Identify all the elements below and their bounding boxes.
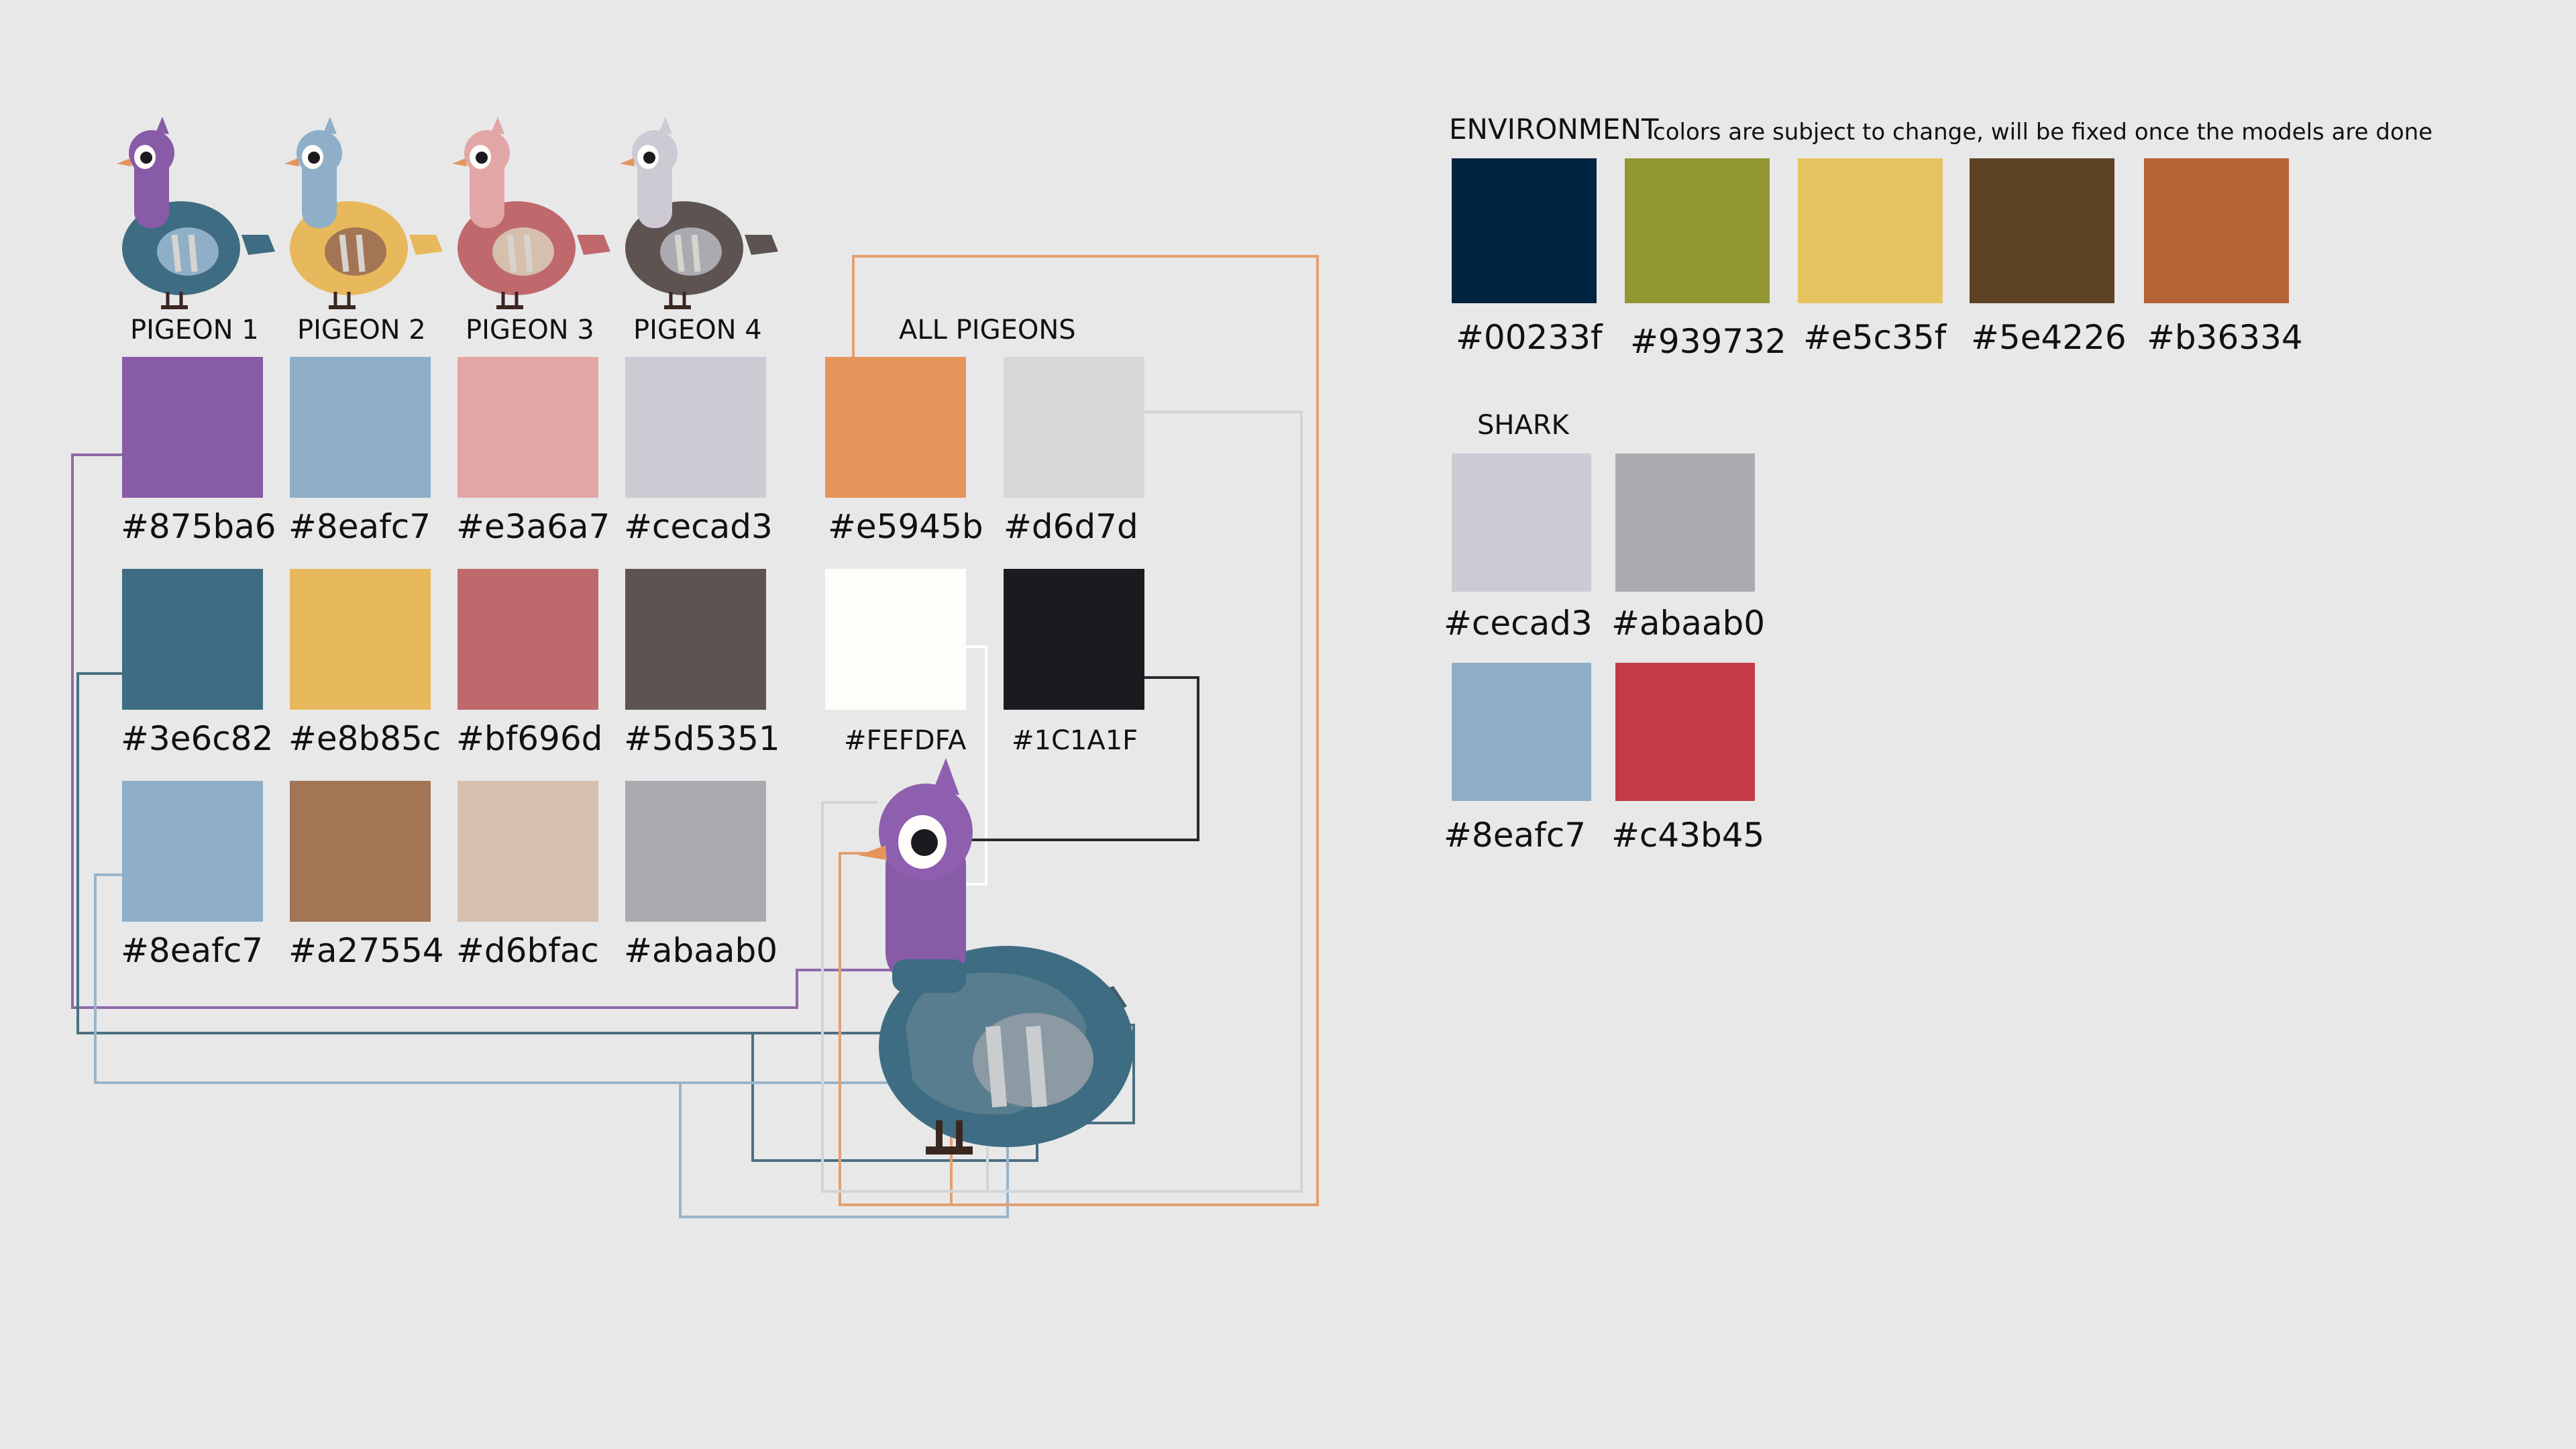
- pigeon-3-label: PIGEON 3: [466, 315, 594, 345]
- pigeon-2-hex-2: #e8b85c: [288, 719, 441, 758]
- shark-hex-3: #8eafc7: [1444, 816, 1587, 855]
- pigeon-3-swatch-2: [458, 569, 598, 710]
- shark-hex-2: #abaab0: [1611, 604, 1766, 643]
- connector-lightgray: [821, 411, 1303, 1193]
- pigeon-2-swatch-2: [290, 569, 431, 710]
- pigeon-3-hex-3: #d6bfac: [456, 931, 599, 970]
- pigeon-2-hex-3: #a27554: [288, 931, 444, 970]
- pigeon-2-swatch-1: [290, 357, 431, 498]
- all-pigeons-swatch-1: [825, 357, 966, 498]
- shark-hex-4: #c43b45: [1611, 816, 1765, 855]
- pigeon-4-label: PIGEON 4: [633, 315, 762, 345]
- environment-hex-4: #5e4226: [1971, 318, 2127, 357]
- pigeon-1-swatch-1: [122, 357, 263, 498]
- pigeon-2-thumbnail-icon: [284, 117, 443, 309]
- all-pigeons-hex-3: #FEFDFA: [844, 725, 967, 756]
- all-pigeons-swatch-2: [1004, 357, 1144, 498]
- pigeon-1-hex-2: #3e6c82: [121, 719, 274, 758]
- connector-black: [926, 676, 1199, 841]
- all-pigeons-swatch-4: [1004, 569, 1144, 710]
- pigeon-4-thumbnail-icon: [620, 117, 778, 309]
- shark-title: SHARK: [1477, 410, 1569, 441]
- all-pigeons-label: ALL PIGEONS: [899, 315, 1076, 345]
- pigeon-4-swatch-3: [625, 781, 766, 922]
- pigeon-1-hex-1: #875ba6: [121, 507, 276, 546]
- environment-swatch-1: [1452, 158, 1597, 303]
- pigeon-4-hex-2: #5d5351: [624, 719, 780, 758]
- environment-note: colors are subject to change, will be fi…: [1653, 119, 2433, 146]
- shark-swatch-3: [1452, 663, 1591, 801]
- environment-swatch-4: [1970, 158, 2114, 303]
- pigeon-4-swatch-2: [625, 569, 766, 710]
- connector-teal: [76, 672, 899, 1034]
- pigeon-3-hex-2: #bf696d: [456, 719, 603, 758]
- pigeon-2-hex-1: #8eafc7: [288, 507, 431, 546]
- pigeon-4-hex-1: #cecad3: [624, 507, 773, 546]
- pigeon-1-hex-3: #8eafc7: [121, 931, 264, 970]
- shark-swatch-1: [1452, 453, 1591, 592]
- environment-hex-3: #e5c35f: [1803, 318, 1947, 357]
- pigeon-2-swatch-3: [290, 781, 431, 922]
- environment-hex-1: #00233f: [1456, 318, 1603, 357]
- pigeon-4-hex-3: #abaab0: [624, 931, 778, 970]
- connector-lightblue-2: [679, 1083, 1009, 1218]
- shark-hex-1: #cecad3: [1444, 604, 1593, 643]
- shark-swatch-2: [1615, 453, 1755, 592]
- all-pigeons-hex-2: #d6d7d: [1004, 507, 1138, 546]
- environment-swatch-2: [1625, 158, 1770, 303]
- pigeon-1-swatch-2: [122, 569, 263, 710]
- connector-orange: [839, 255, 1319, 1206]
- pigeon-4-swatch-1: [625, 357, 766, 498]
- pigeon-1-label: PIGEON 1: [130, 315, 259, 345]
- all-pigeons-hex-4: #1C1A1F: [1012, 725, 1138, 756]
- environment-swatch-3: [1798, 158, 1943, 303]
- connector-purple: [71, 453, 892, 1009]
- environment-hex-5: #b36334: [2147, 318, 2303, 357]
- shark-swatch-4: [1615, 663, 1755, 801]
- pigeon-3-swatch-3: [458, 781, 598, 922]
- pigeon-3-hex-1: #e3a6a7: [456, 507, 610, 546]
- pigeon-1-thumbnail-icon: [117, 117, 275, 309]
- environment-hex-2: #939732: [1630, 322, 1786, 361]
- all-pigeons-hex-1: #e5945b: [828, 507, 983, 546]
- all-pigeons-swatch-3: [825, 569, 966, 710]
- pigeon-1-swatch-3: [122, 781, 263, 922]
- environment-title: ENVIRONMENT: [1449, 113, 1659, 146]
- pigeon-3-swatch-1: [458, 357, 598, 498]
- pigeon-3-thumbnail-icon: [452, 117, 610, 309]
- environment-swatch-5: [2144, 158, 2289, 303]
- pigeon-2-label: PIGEON 2: [297, 315, 426, 345]
